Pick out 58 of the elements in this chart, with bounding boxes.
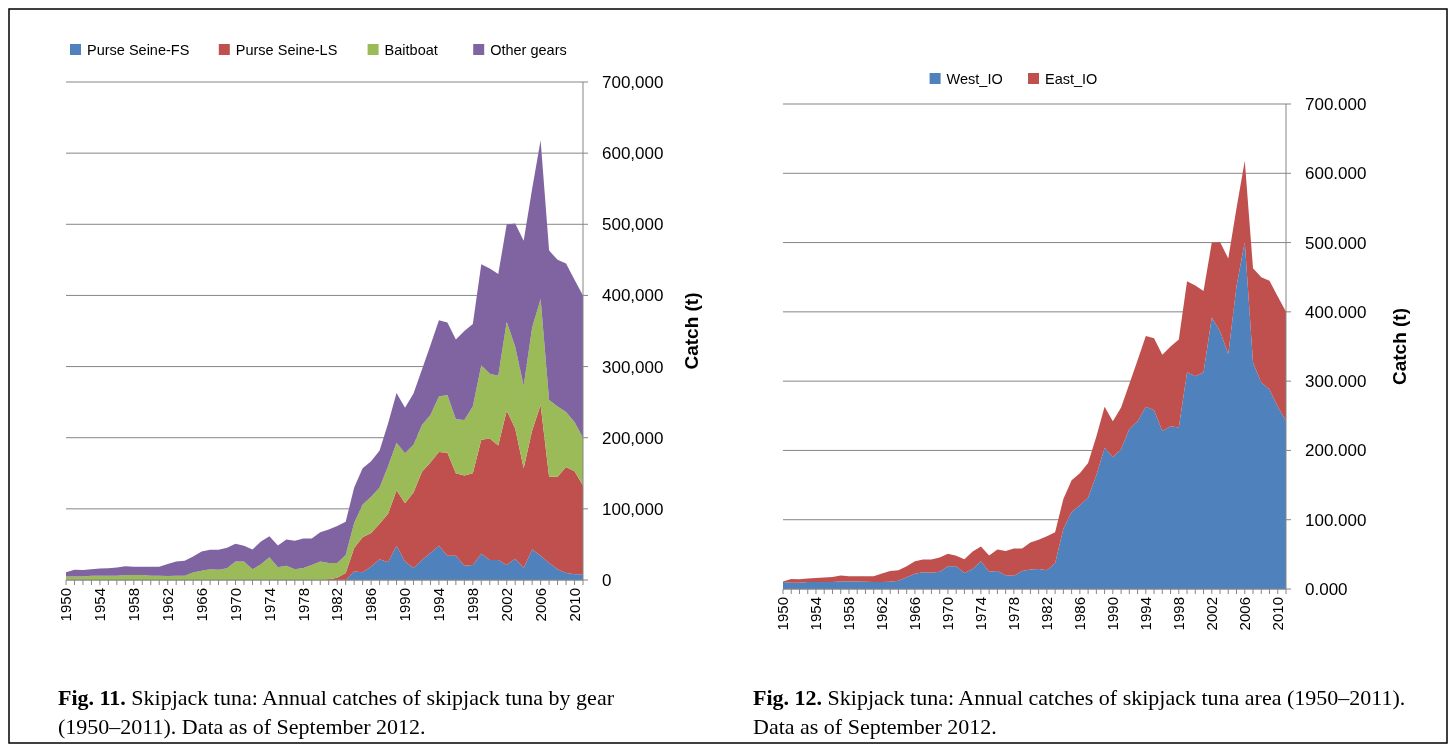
x-tick-label: 1998 [1170,597,1188,631]
y-tick-label: 500,000 [602,215,664,235]
x-tick-label: 2002 [497,588,515,622]
x-tick-label: 1970 [939,597,957,631]
x-tick-label: 1986 [362,588,380,622]
y-axis-title: Catch (t) [681,292,702,370]
x-tick-label: 1978 [1005,597,1023,631]
y-tick-label: 100.000 [1305,510,1367,530]
x-tick-label: 1958 [125,588,143,622]
x-tick-label: 1954 [91,588,109,622]
y-tick-label: 400,000 [602,286,664,306]
legend-label: Baitboat [384,42,438,59]
x-tick-label: 1990 [396,588,414,622]
y-tick-label: 400.000 [1305,302,1367,322]
x-tick-label: 1950 [57,588,75,622]
x-tick-label: 1958 [840,597,858,631]
x-tick-label: 1974 [972,597,990,631]
x-tick-label: 1986 [1071,597,1089,631]
x-tick-label: 1982 [328,588,346,622]
x-tick-label: 1950 [774,597,792,631]
y-tick-label: 700,000 [602,72,664,92]
x-tick-label: 1954 [807,597,825,631]
x-tick-label: 1998 [464,588,482,622]
y-tick-label: 600.000 [1305,164,1367,184]
y-tick-label: 0.000 [1305,579,1348,599]
x-tick-label: 1990 [1104,597,1122,631]
x-tick-label: 1966 [192,588,210,622]
y-tick-label: 300.000 [1305,372,1367,392]
x-tick-label: 1994 [430,588,448,622]
x-tick-label: 1970 [226,588,244,622]
x-tick-label: 1982 [1038,597,1056,631]
y-tick-label: 200,000 [602,428,664,448]
y-tick-label: 500.000 [1305,233,1367,253]
x-tick-label: 2006 [1236,597,1254,631]
legend-label: East_IO [1045,71,1098,88]
y-tick-label: 700.000 [1305,94,1367,114]
x-tick-label: 1966 [906,597,924,631]
x-tick-label: 2002 [1203,597,1221,631]
caption: Fig. 11. Skipjack tuna: Annual catches of skipjack tuna by gear (1950–2011). Data as of September 2012. [58,685,615,739]
y-axis-title: Catch (t) [1389,307,1410,386]
legend-label: Purse Seine-FS [87,42,190,59]
x-tick-label: 1978 [294,588,312,622]
y-tick-label: 600,000 [602,144,664,164]
x-tick-label: 1962 [873,597,891,631]
legend-label: West_IO [946,71,1003,88]
y-tick-label: 200.000 [1305,441,1367,461]
y-tick-label: 0 [602,570,612,590]
x-tick-label: 2010 [565,588,583,622]
legend-label: Purse Seine-LS [235,42,338,59]
x-tick-label: 2010 [1269,597,1286,631]
x-tick-label: 1994 [1137,597,1155,631]
x-tick-label: 1962 [158,588,176,622]
y-tick-label: 300,000 [602,357,664,377]
caption: Fig. 12. Skipjack tuna: Annual catches of skipjack tuna area (1950–2011). Data as of September 2012. [753,685,1406,739]
x-tick-label: 2006 [531,588,549,622]
y-tick-label: 100,000 [602,499,664,519]
legend-label: Other gears [490,42,567,59]
x-tick-label: 1974 [260,588,278,622]
